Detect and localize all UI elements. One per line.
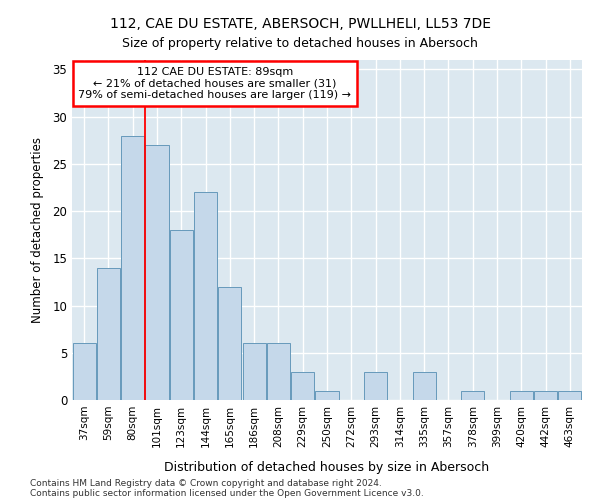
Bar — [510, 390, 533, 400]
Bar — [291, 372, 314, 400]
Bar — [534, 390, 557, 400]
Bar — [73, 344, 95, 400]
Bar — [194, 192, 217, 400]
Bar — [316, 390, 338, 400]
Text: Size of property relative to detached houses in Abersoch: Size of property relative to detached ho… — [122, 38, 478, 51]
Text: 112 CAE DU ESTATE: 89sqm
← 21% of detached houses are smaller (31)
79% of semi-d: 112 CAE DU ESTATE: 89sqm ← 21% of detach… — [79, 67, 352, 100]
Bar — [218, 286, 241, 400]
Bar — [170, 230, 193, 400]
Bar — [267, 344, 290, 400]
Y-axis label: Number of detached properties: Number of detached properties — [31, 137, 44, 323]
Bar — [145, 145, 169, 400]
Bar — [97, 268, 120, 400]
Bar — [559, 390, 581, 400]
Bar — [121, 136, 144, 400]
Bar — [242, 344, 266, 400]
Text: Contains HM Land Registry data © Crown copyright and database right 2024.: Contains HM Land Registry data © Crown c… — [30, 478, 382, 488]
Bar — [413, 372, 436, 400]
Text: Contains public sector information licensed under the Open Government Licence v3: Contains public sector information licen… — [30, 488, 424, 498]
Bar — [461, 390, 484, 400]
X-axis label: Distribution of detached houses by size in Abersoch: Distribution of detached houses by size … — [164, 461, 490, 474]
Bar — [364, 372, 387, 400]
Text: 112, CAE DU ESTATE, ABERSOCH, PWLLHELI, LL53 7DE: 112, CAE DU ESTATE, ABERSOCH, PWLLHELI, … — [110, 18, 491, 32]
